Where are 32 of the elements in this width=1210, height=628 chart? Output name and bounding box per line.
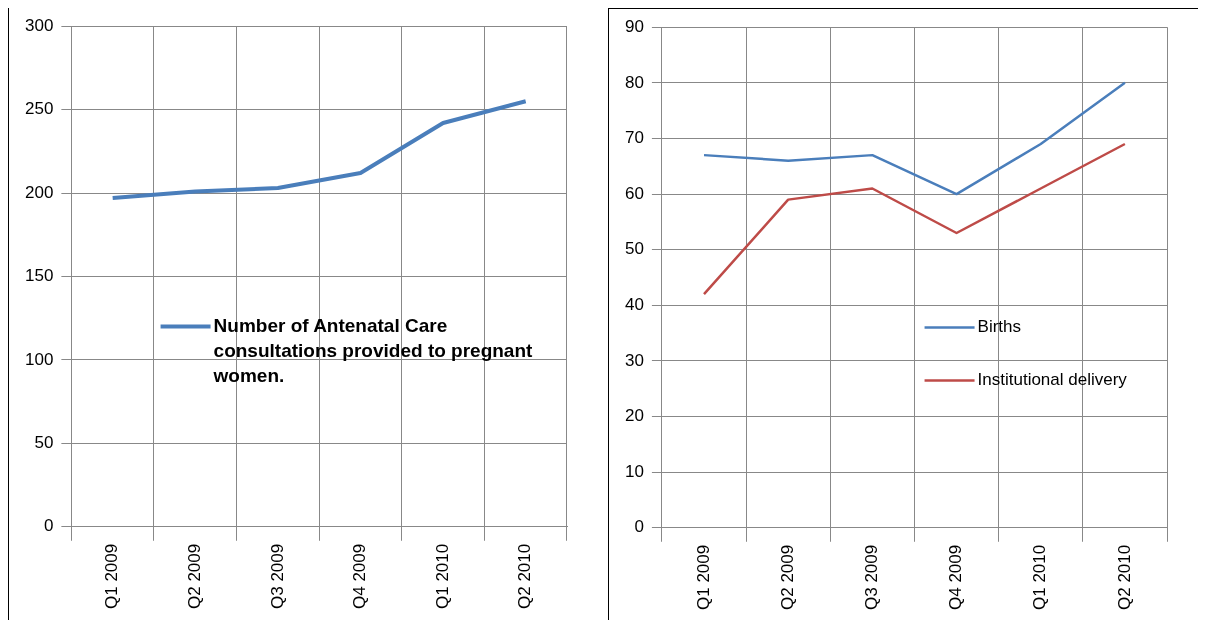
y-tick-label: 60 [624,183,644,203]
x-tick-label: Q2 2009 [777,544,797,611]
x-tick-label: Q3 2009 [267,543,287,610]
x-tick-label: Q1 2009 [693,544,713,611]
y-tick-label: 40 [624,294,644,314]
legend-label: Institutional delivery [977,370,1128,390]
x-tick-label: Q1 2009 [102,543,122,610]
x-tick-label: Q1 2010 [1030,544,1050,611]
y-tick-label: 30 [624,350,644,370]
y-tick-label: 300 [24,15,54,35]
x-tick-label: Q3 2009 [862,544,882,611]
y-tick-label: 150 [24,266,54,286]
y-tick-label: 100 [24,349,54,369]
y-tick-label: 200 [24,182,54,202]
x-tick-label: Q2 2010 [515,543,535,610]
x-tick-label: Q4 2009 [946,544,966,611]
y-tick-label: 90 [624,16,644,36]
x-tick-label: Q2 2009 [184,543,204,610]
legend-label: Births [977,317,1022,337]
y-tick-label: 70 [624,128,644,148]
x-tick-label: Q1 2010 [432,543,452,610]
y-tick-label: 10 [624,461,644,481]
y-tick-label: 0 [634,517,644,537]
x-tick-label: Q2 2010 [1114,544,1134,611]
y-tick-label: 0 [43,516,54,536]
x-tick-label: Q4 2009 [350,543,370,610]
legend-label: Number of Antenatal Care consultations provided to pregnant women. [212,314,534,386]
y-tick-label: 250 [24,99,54,119]
y-tick-label: 80 [624,72,644,92]
y-tick-label: 50 [34,433,54,453]
y-tick-label: 20 [624,406,644,426]
y-tick-label: 50 [624,239,644,259]
